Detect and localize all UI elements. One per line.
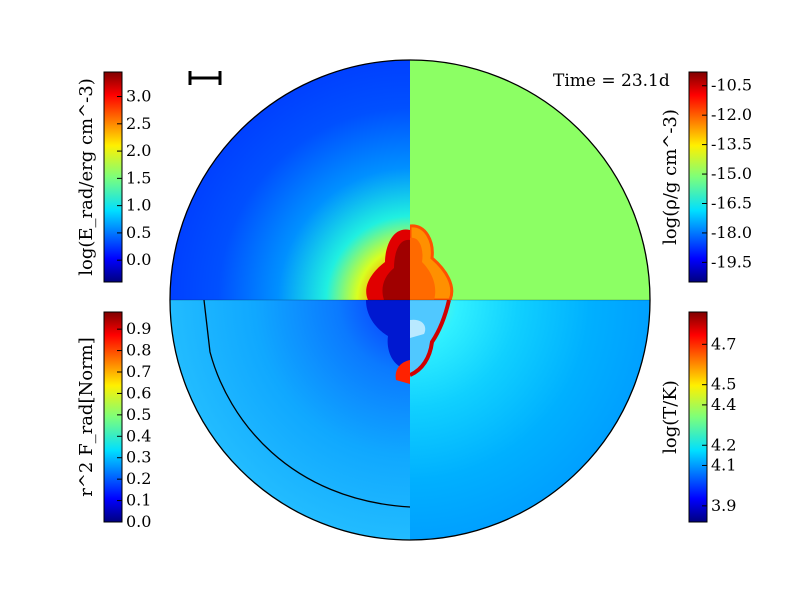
- colorbar-tick-label: 2.5: [126, 114, 151, 133]
- density-quadrant: [410, 60, 650, 300]
- colorbar-tick-label: 1.0: [126, 196, 151, 215]
- colorbar-tick-label: 1.5: [126, 168, 151, 187]
- colorbar-label-density: log(ρ/g cm^-3): [660, 109, 681, 245]
- colorbar-tick-label: -10.5: [711, 76, 752, 95]
- colorbar-label-temperature: log(T/K): [660, 380, 681, 454]
- colorbar-tick-label: 0.7: [126, 362, 151, 381]
- colorbar-tick-label: -15.0: [711, 164, 752, 183]
- colorbar-tick-label: 0.2: [126, 469, 151, 488]
- time-annotation: Time = 23.1d: [553, 71, 670, 91]
- temperature-quadrant: [410, 300, 650, 540]
- colorbar-tick-label: -13.5: [711, 135, 752, 154]
- colorbar-tick-label: 4.2: [711, 435, 736, 454]
- colorbar-tick-label: 0.0: [126, 250, 151, 269]
- colorbar-label-radiation-energy: log(E_rad/erg cm^-3): [76, 78, 97, 276]
- radiation-energy-density-quadrant: [170, 60, 410, 300]
- colorbar-tick-label: 4.1: [711, 455, 736, 474]
- colorbar-tick-label: 3.9: [711, 496, 736, 515]
- colorbar-tick-label: 0.5: [126, 405, 151, 424]
- colorbar-tick-label: -19.5: [711, 252, 752, 271]
- colorbar-tick-label: 0.0: [126, 512, 151, 531]
- colorbar-tick-label: 0.9: [126, 319, 151, 338]
- contour-line: [203, 300, 410, 508]
- colorbar-tick-label: 4.4: [711, 395, 736, 414]
- colorbar-tick-label: 2.0: [126, 141, 151, 160]
- colorbar-tick-label: 0.8: [126, 341, 151, 360]
- plot-boundary: [169, 59, 651, 541]
- colorbar-tick-label: 4.5: [711, 375, 736, 394]
- colorbar-temperature: 4.7 4.54.4 4.24.1 3.9: [688, 311, 736, 523]
- colorbar-tick-label: -16.5: [711, 193, 752, 212]
- colorbar-tick-label: -12.0: [711, 105, 752, 124]
- colorbar-tick-label: 0.4: [126, 426, 151, 445]
- scale-bar: [188, 71, 222, 85]
- colorbar-radiation-energy: 3.0 2.5 2.0 1.5 1.0 0.5 0.0: [103, 71, 151, 283]
- colorbar-tick-label: 0.5: [126, 223, 151, 242]
- colorbar-tick-label: 0.1: [126, 491, 151, 510]
- colorbar-tick-label: 4.7: [711, 334, 736, 353]
- colorbar-radiation-flux: 0.9 0.8 0.7 0.6 0.5 0.4 0.3 0.2 0.1 0.0: [103, 311, 151, 531]
- colorbar-tick-label: 0.6: [126, 383, 151, 402]
- colorbar-tick-label: 3.0: [126, 87, 151, 106]
- radiation-flux-quadrant: [170, 300, 410, 540]
- colorbar-density: -10.5 -12.0 -13.5 -15.0 -16.5 -18.0 -19.5: [688, 71, 752, 283]
- colorbar-tick-label: -18.0: [711, 223, 752, 242]
- colorbar-label-radiation-flux: r^2 F_rad[Norm]: [76, 337, 97, 497]
- colorbar-tick-label: 0.3: [126, 448, 151, 467]
